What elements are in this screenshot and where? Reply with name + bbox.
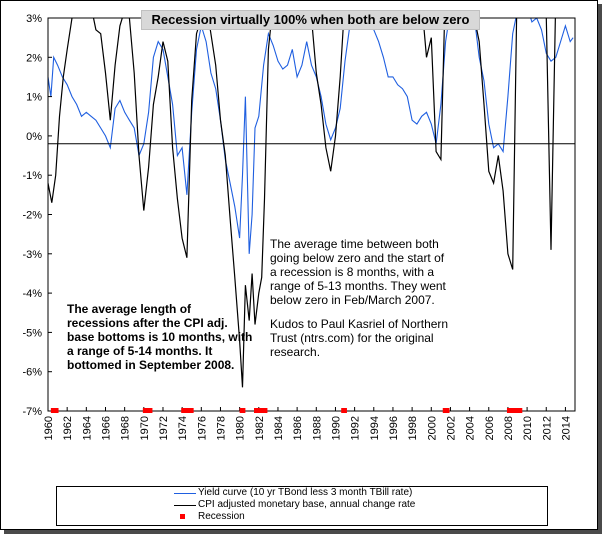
chart-legend: Yield curve (10 yr TBond less 3 month TB… [56, 486, 548, 526]
annotation-recession-length: The average length of recessions after t… [67, 302, 253, 372]
x-tick-label: 1984 [273, 416, 285, 440]
y-tick-label: 0% [26, 131, 42, 143]
legend-swatch-yield-curve [174, 493, 196, 494]
x-tick-label: 2010 [522, 416, 534, 440]
x-tick-label: 1972 [158, 416, 170, 440]
x-tick-label: 1986 [292, 416, 304, 440]
legend-label-yield-curve: Yield curve (10 yr TBond less 3 month TB… [198, 487, 413, 498]
x-tick-label: 1974 [177, 416, 189, 440]
x-tick-label: 1960 [43, 416, 55, 440]
recession-marker [254, 408, 268, 413]
y-tick-label: 2% [26, 52, 42, 64]
y-tick-label: -3% [22, 249, 42, 261]
y-tick-label: -4% [22, 288, 42, 300]
annotation-credits: Kudos to Paul Kasriel of Northern Trust … [270, 317, 449, 359]
recession-marker [239, 408, 246, 413]
x-tick-label: 2014 [560, 416, 572, 440]
legend-label-monetary-base: CPI adjusted monetary base, annual chang… [198, 499, 416, 510]
recession-marker [442, 408, 450, 413]
x-tick-label: 1962 [62, 416, 74, 440]
x-tick-label: 1968 [120, 416, 132, 440]
y-tick-label: 3% [26, 13, 42, 25]
legend-item-monetary-base: CPI adjusted monetary base, annual chang… [57, 499, 547, 511]
x-tick-label: 1982 [254, 416, 266, 440]
recession-marker [142, 408, 153, 413]
x-tick-label: 1976 [196, 416, 208, 440]
x-tick-label: 1978 [215, 416, 227, 440]
annotation-lead-time: The average time between both going belo… [270, 237, 450, 369]
recession-marker [506, 408, 523, 413]
x-tick-label: 2004 [465, 416, 477, 440]
legend-item-recession: Recession [57, 511, 547, 523]
x-tick-label: 1994 [369, 416, 381, 440]
x-tick-label: 1996 [388, 416, 400, 440]
y-tick-label: -2% [22, 210, 42, 222]
x-tick-label: 1970 [139, 416, 151, 440]
x-tick-label: 1990 [330, 416, 342, 440]
legend-swatch-monetary-base [174, 505, 196, 506]
chart-plot: 3% 2% 1% 0% -1% -2% -3% -4% -5% -6% -7%1960 1962 196… [22, 13, 576, 440]
y-tick-label: -6% [22, 367, 42, 379]
legend-item-yield-curve: Yield curve (10 yr TBond less 3 month TB… [57, 487, 547, 499]
x-tick-label: 1980 [235, 416, 247, 440]
y-tick-label: -7% [22, 406, 42, 418]
y-tick-label: 1% [26, 92, 42, 104]
x-tick-label: 2006 [484, 416, 496, 440]
y-tick-label: -5% [22, 327, 42, 339]
x-tick-label: 1992 [350, 416, 362, 440]
series-line-yield-curve [48, 18, 574, 254]
x-tick-label: 1966 [100, 416, 112, 440]
x-tick-label: 1964 [81, 416, 93, 440]
x-tick-label: 2002 [445, 416, 457, 440]
chart-title: Recession virtually 100% when both are b… [141, 10, 480, 30]
recession-marker [181, 408, 194, 413]
x-tick-label: 1998 [407, 416, 419, 440]
x-tick-label: 2000 [426, 416, 438, 440]
x-tick-label: 2008 [503, 416, 515, 440]
x-tick-label: 1988 [311, 416, 323, 440]
annotation-lead-time-text: The average time between both going belo… [270, 237, 446, 307]
legend-label-recession: Recession [198, 511, 245, 522]
legend-swatch-recession [180, 514, 185, 519]
recession-marker [50, 408, 59, 413]
x-tick-label: 2012 [541, 416, 553, 440]
series-line-monetary-base [48, 18, 556, 388]
y-tick-label: -1% [22, 170, 42, 182]
recession-marker [341, 408, 347, 413]
